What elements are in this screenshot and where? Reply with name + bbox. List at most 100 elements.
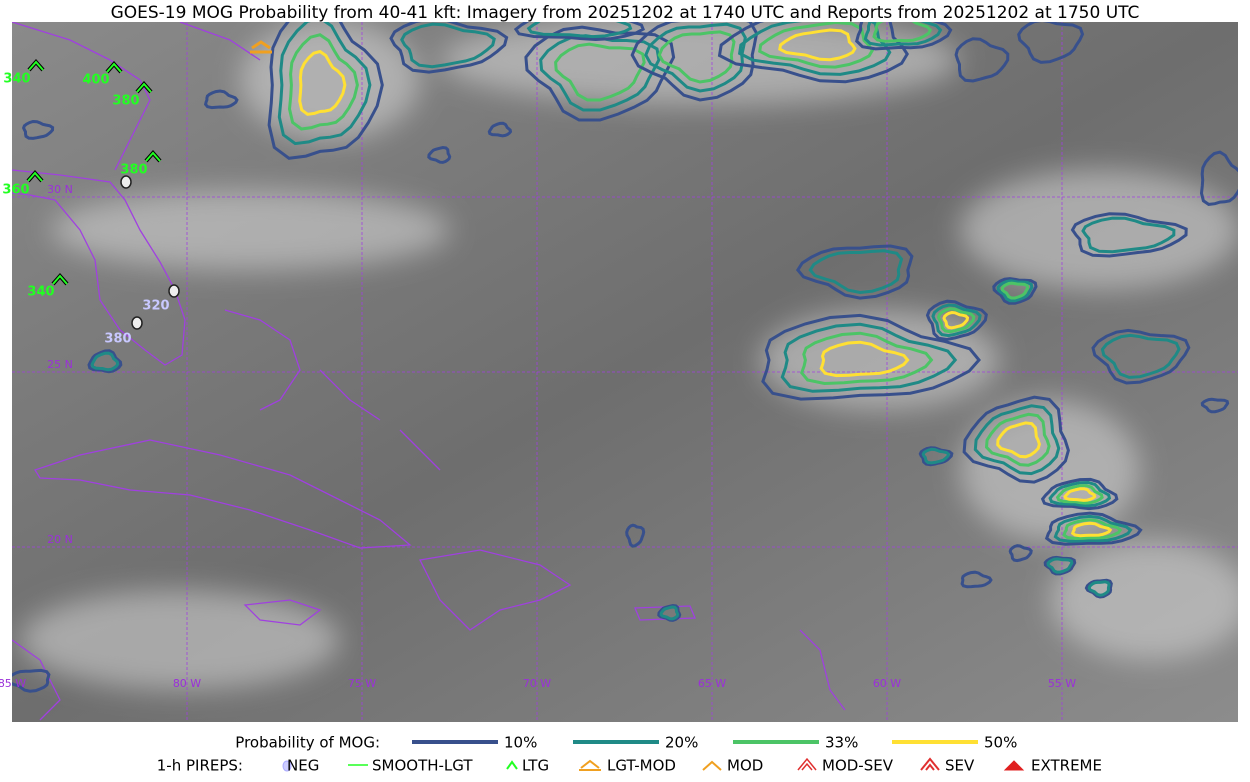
legend-icon	[920, 757, 940, 771]
pirep-icon	[106, 62, 122, 73]
longitude-label: 85 W	[0, 677, 26, 690]
pirep-label: 320	[142, 299, 169, 314]
title: GOES-19 MOG Probability from 40-41 kft: …	[111, 3, 1140, 23]
contour	[1040, 477, 1119, 511]
pirep-icon	[136, 82, 152, 93]
contour	[863, 22, 943, 47]
longitude-label: 60 W	[873, 677, 901, 690]
contour	[1055, 484, 1104, 505]
contour	[931, 303, 982, 338]
pirep-icon	[52, 274, 68, 285]
pirep-label: 340	[27, 285, 54, 300]
pirep-label: 340	[3, 72, 30, 87]
contour	[526, 22, 633, 39]
legend-icon	[506, 760, 518, 770]
contour	[954, 37, 1010, 83]
contour	[1100, 333, 1181, 379]
longitude-label: 70 W	[523, 677, 551, 690]
contour	[1053, 514, 1133, 543]
legend-icon	[702, 760, 722, 771]
pirep-icon	[28, 60, 44, 71]
contour	[1062, 518, 1123, 541]
longitude-label: 80 W	[173, 677, 201, 690]
pirep-label: 380	[120, 163, 147, 178]
contour	[996, 421, 1041, 459]
legend-label: EXTREME	[1031, 757, 1102, 775]
pirep-icon	[250, 40, 272, 54]
contour	[758, 22, 875, 69]
latitude-label: 30 N	[47, 183, 73, 196]
contour	[737, 22, 892, 76]
contour	[778, 28, 857, 62]
pirep-icon	[131, 316, 143, 330]
legend-label: MOD-SEV	[822, 757, 894, 775]
contour	[992, 277, 1038, 305]
contour	[298, 49, 347, 116]
contour	[872, 22, 933, 43]
legend-title: Probability of MOG:	[235, 734, 380, 752]
contour	[12, 668, 51, 693]
legend-label: SMOOTH-LGT	[372, 757, 473, 775]
contour	[962, 395, 1070, 484]
contour	[925, 299, 988, 342]
contour	[761, 313, 981, 401]
contour	[389, 22, 509, 74]
contour	[87, 349, 123, 374]
longitude-label: 65 W	[698, 677, 726, 690]
contour	[795, 244, 914, 300]
legend-label: 33%	[825, 734, 858, 752]
contour	[1044, 511, 1143, 546]
legend-label: LTG	[522, 757, 549, 775]
contour	[1017, 22, 1085, 64]
contour	[717, 22, 909, 84]
contour	[1087, 580, 1111, 597]
contour	[203, 89, 239, 110]
contour	[539, 34, 661, 112]
contour	[287, 33, 359, 131]
contour	[1000, 281, 1030, 300]
legend-icon	[1003, 760, 1025, 771]
contour	[1091, 328, 1191, 385]
contour	[1199, 150, 1238, 206]
pirep-icon	[145, 151, 161, 162]
contour	[554, 42, 646, 102]
pirep-label: 400	[82, 73, 109, 88]
contour	[657, 603, 682, 622]
contour	[921, 447, 951, 465]
map	[12, 22, 1238, 722]
contour	[657, 30, 736, 84]
contour	[513, 22, 645, 42]
contour	[400, 22, 496, 69]
legend-icon	[797, 757, 817, 771]
legend-label: 50%	[984, 734, 1017, 752]
contour	[1048, 480, 1112, 508]
legend-icon	[282, 760, 292, 772]
pirep-label: 380	[112, 94, 139, 109]
contour	[1046, 557, 1074, 574]
contour	[277, 22, 372, 146]
contour	[942, 310, 970, 330]
legend-label: 20%	[665, 734, 698, 752]
longitude-label: 75 W	[348, 677, 376, 690]
contour	[659, 605, 680, 621]
contour	[808, 249, 904, 295]
contour	[267, 22, 384, 160]
contour	[1063, 487, 1097, 502]
latitude-label: 20 N	[47, 533, 73, 546]
map-labels: 30 N 25 N 20 N 85 W 80 W 75 W 70 W 65 W 60 W 55 W…	[0, 40, 1076, 690]
mog-contours	[12, 22, 1238, 693]
contour	[984, 412, 1051, 467]
contour	[1070, 521, 1113, 538]
contour	[780, 322, 958, 393]
contour	[996, 279, 1034, 303]
contour	[1081, 216, 1176, 254]
contour	[960, 570, 993, 589]
legend-label: 10%	[504, 734, 537, 752]
legend-label: MOD	[727, 757, 763, 775]
contour	[644, 22, 747, 93]
contour	[800, 331, 934, 386]
pirep-icon	[120, 175, 132, 189]
contour	[1200, 397, 1230, 414]
pirep-label: 360	[2, 183, 29, 198]
